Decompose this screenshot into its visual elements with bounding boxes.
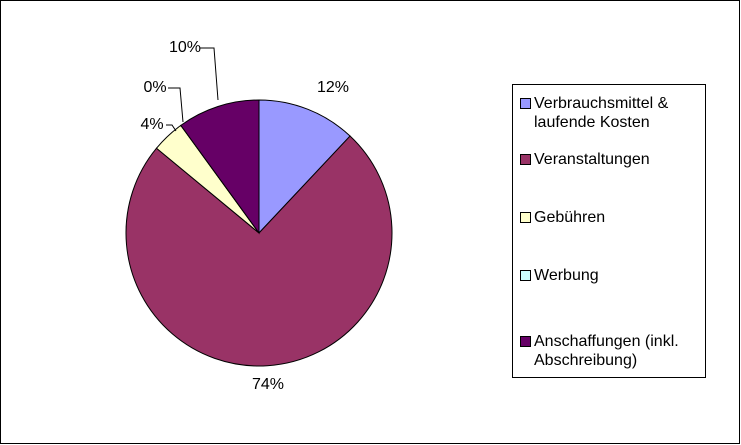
legend-item: Gebühren <box>520 208 690 227</box>
legend-swatch <box>520 212 531 223</box>
legend-item: Werbung <box>520 266 690 285</box>
legend-item: Verbrauchsmittel & laufende Kosten <box>520 94 690 132</box>
legend-label: Anschaffungen (inkl. Abschreibung) <box>534 333 679 369</box>
data-label: 10% <box>169 39 201 56</box>
data-label: 4% <box>140 116 163 133</box>
pie-slice <box>180 99 260 235</box>
leader-line <box>168 87 184 123</box>
data-label: 74% <box>252 376 284 393</box>
legend-label: Werbung <box>534 267 599 284</box>
leader-line <box>200 47 219 101</box>
legend-swatch <box>520 154 531 165</box>
legend-box <box>512 84 706 378</box>
legend-label: Veranstaltungen <box>534 151 650 168</box>
legend-label: Verbrauchsmittel & laufende Kosten <box>534 95 669 131</box>
legend-swatch <box>520 270 531 281</box>
data-label: 12% <box>317 79 349 96</box>
legend-swatch <box>520 336 531 347</box>
legend-label: Gebühren <box>534 209 606 226</box>
pie-slice <box>125 135 393 367</box>
leader-line <box>166 124 177 132</box>
legend-item: Anschaffungen (inkl. Abschreibung) <box>520 332 690 370</box>
legend-swatch <box>520 98 531 109</box>
pie-slice <box>258 99 351 235</box>
data-label: 0% <box>143 79 166 96</box>
legend-item: Veranstaltungen <box>520 150 690 169</box>
